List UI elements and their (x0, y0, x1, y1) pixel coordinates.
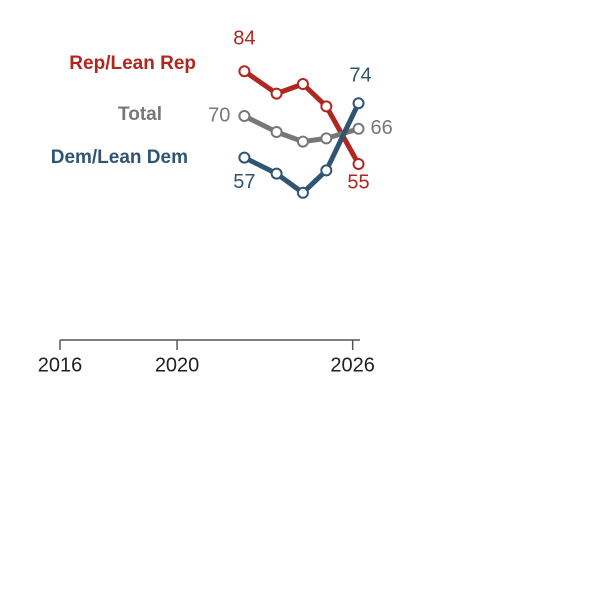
point (352, 122, 365, 135)
legend-label: Dem/Lean Dem (51, 147, 188, 168)
value-label: 55 (347, 171, 369, 193)
legend-label: Total (118, 104, 162, 125)
point (320, 132, 333, 145)
x-tick-label: 2016 (38, 354, 83, 376)
value-label: 70 (208, 104, 230, 126)
point (352, 97, 365, 110)
point (238, 110, 251, 122)
point (270, 167, 283, 180)
point (238, 65, 251, 78)
point (270, 87, 283, 100)
point (270, 126, 283, 138)
x-tick-label: 2020 (155, 354, 200, 376)
series-line (243, 102, 361, 196)
value-label: 57 (233, 171, 255, 193)
point (296, 135, 309, 148)
x-tick-label: 2026 (330, 354, 375, 376)
point (320, 100, 333, 113)
point (320, 164, 333, 177)
legend-label: Rep/Lean Rep (69, 53, 196, 74)
point (296, 78, 309, 90)
value-label: 84 (233, 27, 255, 49)
point (238, 151, 251, 164)
point (352, 158, 365, 170)
value-label: 66 (371, 117, 393, 139)
value-label: 74 (349, 64, 371, 86)
point (296, 186, 309, 199)
